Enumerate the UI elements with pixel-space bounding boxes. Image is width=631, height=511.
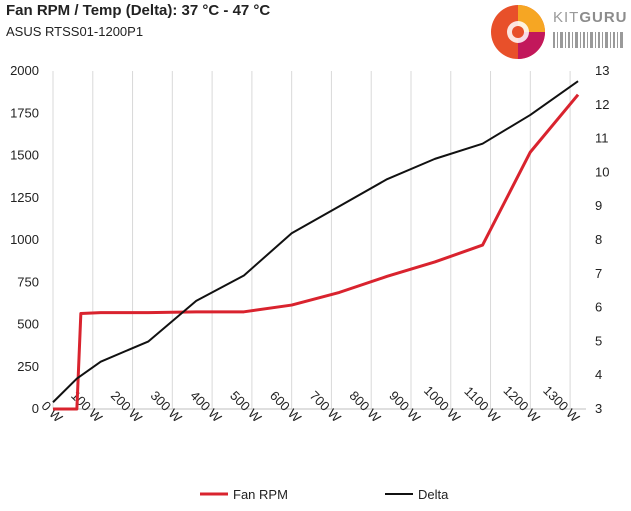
series <box>52 80 580 411</box>
y-left-tick-label: 500 <box>17 317 39 332</box>
y-left-tick-label: 1000 <box>10 232 39 247</box>
x-tick-label: 900 W <box>386 388 424 426</box>
barcode-icon <box>553 32 623 48</box>
chart-subtitle: ASUS RTSS01-1200P1 <box>6 24 144 39</box>
y-right-tick-label: 4 <box>595 367 602 382</box>
x-tick-label: 300 W <box>148 388 186 426</box>
legend-label-fan-rpm: Fan RPM <box>233 487 288 502</box>
legend: Fan RPM Delta <box>200 487 449 502</box>
x-tick-label: 700 W <box>307 388 345 426</box>
y-right-tick-label: 13 <box>595 63 609 78</box>
x-tick-label: 100 W <box>68 388 106 426</box>
y-left-tick-label: 250 <box>17 359 39 374</box>
y-left-tick-label: 750 <box>17 274 39 289</box>
y-right-tick-label: 6 <box>595 300 602 315</box>
kitguru-wordmark: KITGURU <box>553 9 628 26</box>
x-tick-label: 1000 W <box>421 383 464 426</box>
wordmark-guru: GURU <box>579 9 628 26</box>
x-tick-label: 400 W <box>187 388 225 426</box>
y-right-tick-label: 12 <box>595 97 609 112</box>
y-right-tick-label: 3 <box>595 401 602 416</box>
x-tick-label: 200 W <box>108 388 146 426</box>
x-tick-label: 1200 W <box>501 383 544 426</box>
y-left-tick-label: 0 <box>32 401 39 416</box>
kitguru-logo <box>491 5 623 59</box>
kitguru-swirl-icon <box>491 5 545 59</box>
chart-title: Fan RPM / Temp (Delta): 37 °C - 47 °C <box>6 2 271 19</box>
wordmark-kit: KIT <box>553 9 580 26</box>
y-right-tick-label: 7 <box>595 266 602 281</box>
y-right-tick-label: 9 <box>595 198 602 213</box>
grid <box>52 71 571 409</box>
axes: 0 W 100 W 200 W 300 W 400 W 500 W 600 W 700 W 80… <box>10 63 609 426</box>
y-right-tick-label: 10 <box>595 164 609 179</box>
y-left-tick-label: 1500 <box>10 148 39 163</box>
y-left-tick-label: 1250 <box>10 190 39 205</box>
x-tick-label: 800 W <box>347 388 385 426</box>
x-tick-label: 600 W <box>267 388 305 426</box>
fan-rpm-series-line <box>53 93 580 411</box>
y-right-tick-label: 8 <box>595 232 602 247</box>
delta-series-line <box>52 80 579 403</box>
y-right-tick-label: 11 <box>595 131 609 146</box>
y-right-tick-label: 5 <box>595 333 602 348</box>
x-tick-label: 0 W <box>39 398 66 425</box>
y-left-tick-label: 1750 <box>10 105 39 120</box>
x-tick-label: 1300 W <box>540 383 583 426</box>
y-left-tick-label: 2000 <box>10 63 39 78</box>
x-tick-label: 500 W <box>227 388 265 426</box>
x-tick-label: 1100 W <box>461 384 503 426</box>
legend-label-delta: Delta <box>418 487 449 502</box>
